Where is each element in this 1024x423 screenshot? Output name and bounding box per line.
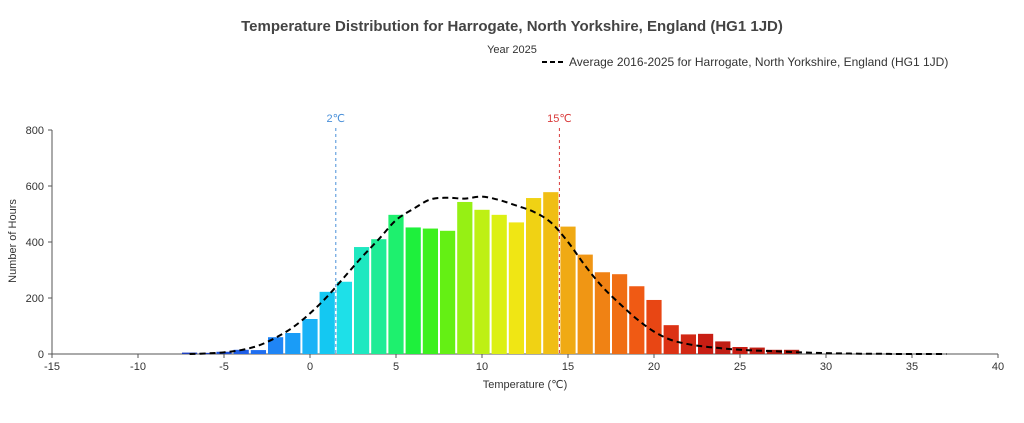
reference-line-label: 2℃ xyxy=(327,113,345,125)
temperature-bar[interactable] xyxy=(388,214,404,354)
temperature-bar[interactable] xyxy=(526,198,542,354)
x-tick-label: -5 xyxy=(219,361,229,373)
x-tick-label: 5 xyxy=(393,361,399,373)
temperature-bar[interactable] xyxy=(560,226,576,354)
average-line[interactable] xyxy=(189,195,947,356)
temperature-bar[interactable] xyxy=(285,333,301,354)
y-tick-label: 200 xyxy=(26,293,44,305)
legend[interactable]: Average 2016-2025 for Harrogate, North Y… xyxy=(542,55,948,69)
temperature-bar[interactable] xyxy=(302,319,318,354)
average-line-series xyxy=(189,195,947,356)
y-tick-label: 600 xyxy=(26,181,44,193)
x-tick-label: 25 xyxy=(734,361,746,373)
chart-title: Temperature Distribution for Harrogate, … xyxy=(241,18,783,35)
x-tick-label: -15 xyxy=(44,361,60,373)
temperature-bar[interactable] xyxy=(354,247,370,354)
bar-series xyxy=(182,192,800,354)
temperature-bar[interactable] xyxy=(612,274,628,354)
temperature-bar[interactable] xyxy=(594,272,610,354)
temperature-bar[interactable] xyxy=(268,337,284,354)
temperature-bar[interactable] xyxy=(698,333,714,354)
x-tick-label: 10 xyxy=(476,361,488,373)
x-tick-label: 30 xyxy=(820,361,832,373)
x-tick-label: 0 xyxy=(307,361,313,373)
x-tick-label: 15 xyxy=(562,361,574,373)
temperature-bar[interactable] xyxy=(577,254,593,354)
temperature-bar[interactable] xyxy=(474,209,490,354)
y-tick-label: 800 xyxy=(26,125,44,137)
x-tick-label: 20 xyxy=(648,361,660,373)
temperature-bar[interactable] xyxy=(715,341,731,354)
reference-lines: 2℃ 15℃ xyxy=(327,113,572,354)
temperature-bar[interactable] xyxy=(233,349,249,354)
temperature-bar[interactable] xyxy=(457,201,473,354)
x-tick-label: -10 xyxy=(130,361,146,373)
temperature-bar[interactable] xyxy=(508,222,524,354)
y-tick-label: 400 xyxy=(26,237,44,249)
y-tick-label: 0 xyxy=(38,349,44,361)
temperature-bar[interactable] xyxy=(250,350,266,354)
chart-subtitle: Year 2025 xyxy=(487,44,537,56)
temperature-bar[interactable] xyxy=(543,192,559,354)
x-axis-title: Temperature (℃) xyxy=(483,379,568,391)
legend-average-label[interactable]: Average 2016-2025 for Harrogate, North Y… xyxy=(569,55,948,69)
temperature-bar[interactable] xyxy=(319,291,335,354)
temperature-bar[interactable] xyxy=(336,281,352,354)
temperature-bar[interactable] xyxy=(371,239,387,354)
temperature-bar[interactable] xyxy=(199,352,215,354)
temperature-bar[interactable] xyxy=(440,230,456,354)
temperature-bar[interactable] xyxy=(766,349,782,354)
x-tick-label: 40 xyxy=(992,361,1004,373)
reference-line-label: 15℃ xyxy=(547,113,572,125)
temperature-bar[interactable] xyxy=(422,228,438,354)
temperature-bar[interactable] xyxy=(646,299,662,354)
temperature-bar[interactable] xyxy=(491,214,507,354)
x-tick-label: 35 xyxy=(906,361,918,373)
y-axis-title: Number of Hours xyxy=(7,199,19,283)
temperature-bar[interactable] xyxy=(405,227,421,354)
